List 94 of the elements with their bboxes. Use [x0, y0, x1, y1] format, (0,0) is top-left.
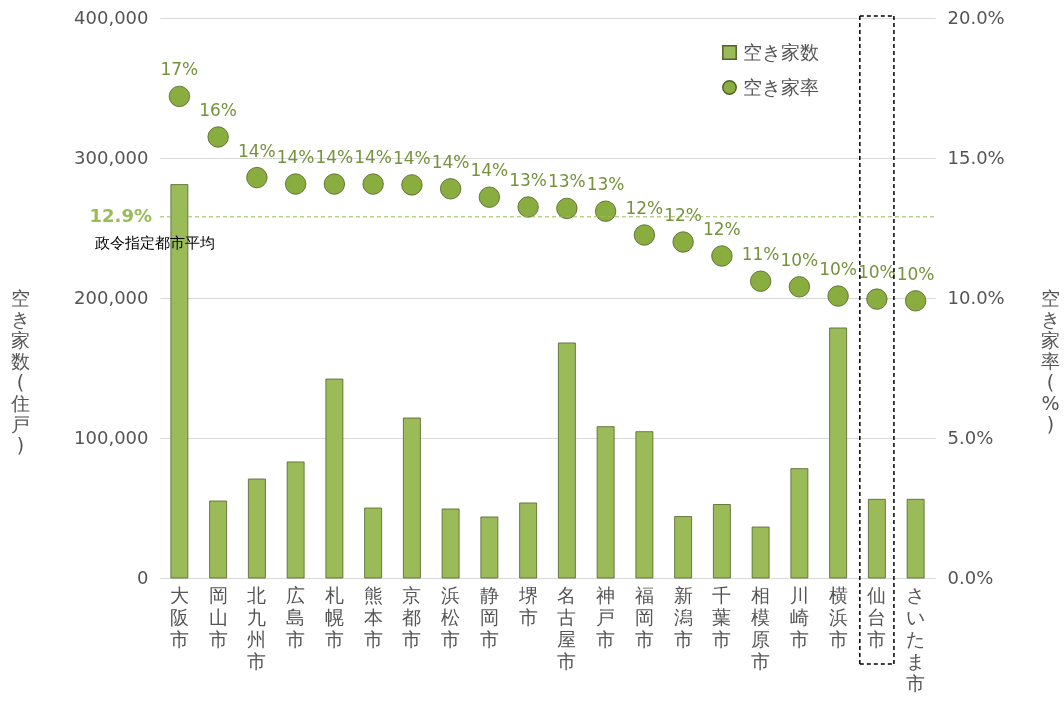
x-tick-label: 広島市	[286, 583, 306, 650]
y-tick-label: 300,000	[74, 146, 149, 168]
x-tick-label: さいたま市	[906, 583, 926, 694]
data-label: 14%	[315, 147, 354, 168]
data-label: 17%	[160, 59, 199, 80]
x-tick-label: 神戸市	[596, 583, 616, 650]
point	[594, 200, 617, 222]
x-tick-label: 岡山市	[208, 583, 228, 650]
point	[478, 186, 501, 208]
point	[207, 126, 229, 148]
x-tick-label: 名古屋市	[557, 583, 577, 672]
point	[556, 197, 578, 220]
point	[439, 178, 462, 200]
x-tick-label: 千葉市	[712, 583, 732, 650]
data-label: 12%	[625, 198, 664, 218]
y-axis-title: 空き家数(住戸)	[10, 286, 30, 456]
x-tick-label: 仙台市	[867, 583, 887, 650]
bar	[674, 516, 693, 579]
x-tick-label: 大阪市	[169, 583, 189, 650]
point	[517, 196, 539, 218]
bar	[867, 498, 886, 579]
y2-tick-label: 15.0%	[947, 146, 1005, 168]
point	[672, 231, 694, 253]
data-label: 14%	[392, 147, 431, 168]
data-label: 11%	[741, 244, 780, 265]
point	[168, 85, 191, 108]
bar	[557, 342, 576, 579]
point	[284, 173, 307, 195]
point	[749, 270, 772, 292]
bar	[829, 327, 848, 579]
point	[711, 245, 733, 267]
y2-tick-label: 10.0%	[947, 286, 1005, 308]
bar	[209, 500, 228, 579]
data-label: 10%	[780, 249, 819, 270]
point	[827, 285, 849, 307]
x-tick-label: 熊本市	[363, 583, 383, 650]
bar	[596, 426, 615, 579]
y2-tick-label: 0.0%	[947, 566, 994, 588]
x-tick-label: 静岡市	[479, 583, 499, 650]
y2-tick-label: 20.0%	[947, 6, 1005, 28]
ref-line-label: 12.9%	[89, 204, 152, 226]
bar	[635, 431, 654, 579]
bar	[751, 526, 770, 579]
data-label: 16%	[199, 100, 238, 120]
bar	[519, 502, 538, 579]
y-tick-label: 400,000	[74, 6, 149, 28]
x-tick-label: 福岡市	[634, 583, 654, 650]
bar	[247, 478, 266, 579]
point	[246, 166, 268, 189]
data-label: 12%	[664, 205, 703, 225]
bar	[364, 507, 383, 579]
x-tick-label: 新潟市	[673, 583, 693, 650]
bar	[906, 498, 925, 579]
data-label: 14%	[354, 147, 393, 168]
x-tick-label: 札幌市	[324, 583, 344, 650]
bar	[790, 468, 809, 579]
data-label: 14%	[470, 160, 509, 181]
x-tick-label: 横浜市	[828, 583, 848, 650]
point	[904, 290, 927, 312]
bar	[325, 378, 344, 579]
point	[401, 174, 423, 196]
x-tick-label: 堺市	[517, 583, 538, 628]
x-tick-label: 浜松市	[441, 583, 461, 650]
data-label: 13%	[509, 170, 548, 190]
y-tick-label: 100,000	[74, 426, 149, 448]
point	[788, 276, 811, 298]
data-label: 13%	[586, 174, 625, 195]
legend-label: 空き家率	[743, 75, 819, 98]
x-tick-label: 北九州市	[247, 583, 267, 672]
bar	[441, 508, 460, 579]
x-tick-label: 相模原市	[751, 583, 771, 672]
point	[323, 173, 346, 195]
legend-label: 空き家数	[743, 40, 819, 63]
data-label: 10%	[819, 259, 858, 280]
bar	[402, 417, 421, 579]
data-label: 14%	[237, 140, 276, 161]
data-label: 14%	[431, 151, 470, 172]
bar	[712, 504, 731, 579]
x-tick-label: 川崎市	[789, 583, 809, 650]
y-tick-label: 0	[137, 566, 149, 588]
bar	[286, 461, 305, 579]
data-label: 12%	[702, 219, 741, 239]
y2-tick-label: 5.0%	[947, 426, 994, 448]
data-label: 14%	[276, 147, 315, 168]
y2-axis-title: 空き家率(%)	[1041, 286, 1060, 435]
data-label: 10%	[896, 263, 935, 284]
x-tick-label: 京都市	[402, 583, 422, 650]
point	[362, 173, 384, 195]
y-tick-label: 200,000	[74, 286, 149, 308]
point	[866, 288, 888, 310]
bar	[480, 516, 499, 579]
data-label: 10%	[857, 262, 896, 283]
point	[633, 224, 656, 246]
data-label: 13%	[547, 171, 586, 192]
